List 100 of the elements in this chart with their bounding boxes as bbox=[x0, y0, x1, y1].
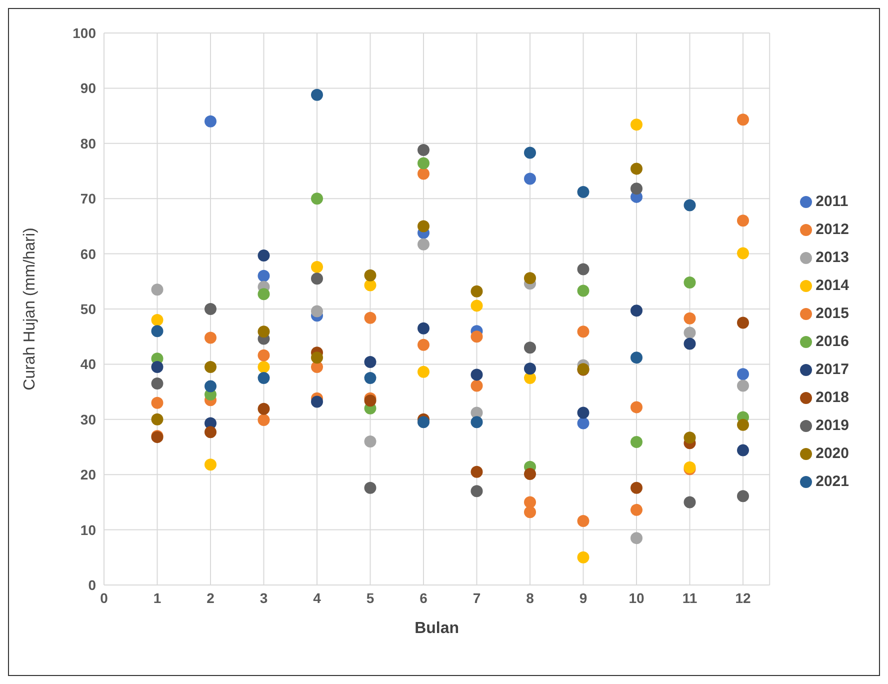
legend-label: 2017 bbox=[816, 361, 849, 378]
point bbox=[204, 360, 216, 373]
point bbox=[258, 288, 270, 300]
point bbox=[418, 338, 430, 351]
point bbox=[737, 316, 749, 329]
y-tick-label: 60 bbox=[80, 246, 96, 262]
point bbox=[311, 88, 323, 101]
x-tick-label: 4 bbox=[313, 590, 322, 606]
point bbox=[630, 118, 642, 131]
legend-label: 2011 bbox=[816, 193, 848, 210]
legend-label: 2020 bbox=[816, 445, 849, 462]
point bbox=[684, 312, 696, 324]
legend-label: 2018 bbox=[816, 389, 849, 406]
point bbox=[258, 249, 270, 262]
point bbox=[470, 300, 483, 312]
point bbox=[524, 342, 536, 354]
point bbox=[630, 504, 642, 516]
point bbox=[524, 362, 536, 375]
point bbox=[470, 416, 483, 428]
point bbox=[524, 506, 536, 518]
point bbox=[204, 458, 216, 471]
x-tick-label: 5 bbox=[366, 590, 374, 606]
point bbox=[737, 114, 749, 126]
point bbox=[577, 514, 590, 527]
point bbox=[364, 372, 376, 384]
point bbox=[204, 332, 216, 344]
y-tick-label: 100 bbox=[72, 24, 96, 41]
x-tick-label: 3 bbox=[260, 590, 268, 606]
point bbox=[524, 272, 536, 284]
point bbox=[684, 199, 696, 212]
legend-label: 2014 bbox=[816, 277, 849, 294]
point bbox=[577, 186, 590, 198]
x-tick-label: 6 bbox=[420, 590, 428, 606]
point bbox=[737, 418, 749, 431]
y-tick-label: 70 bbox=[80, 190, 96, 207]
x-tick-label: 1 bbox=[153, 590, 162, 606]
point bbox=[470, 330, 483, 343]
point bbox=[630, 352, 642, 364]
point bbox=[204, 380, 216, 392]
point bbox=[258, 270, 270, 282]
legend-label: 2012 bbox=[816, 221, 849, 238]
point bbox=[151, 396, 164, 409]
point bbox=[418, 157, 430, 170]
point bbox=[737, 444, 749, 456]
point bbox=[258, 414, 270, 426]
legend-label: 2016 bbox=[816, 333, 849, 350]
point bbox=[151, 360, 164, 373]
y-tick-label: 20 bbox=[80, 466, 96, 483]
point bbox=[577, 263, 590, 276]
point bbox=[577, 326, 590, 338]
point bbox=[470, 285, 483, 298]
y-tick-label: 90 bbox=[80, 80, 96, 96]
point bbox=[630, 482, 642, 494]
point bbox=[684, 338, 696, 350]
point bbox=[630, 436, 642, 448]
point bbox=[630, 182, 642, 195]
point bbox=[258, 372, 270, 384]
point bbox=[151, 325, 164, 338]
point bbox=[630, 162, 642, 175]
y-tick-label: 40 bbox=[80, 356, 96, 372]
point bbox=[418, 322, 430, 334]
point bbox=[524, 146, 536, 159]
point bbox=[737, 247, 749, 260]
point bbox=[204, 303, 216, 315]
point bbox=[737, 368, 749, 380]
y-tick-label: 50 bbox=[80, 300, 96, 317]
x-tick-label: 12 bbox=[735, 590, 751, 606]
point bbox=[204, 115, 216, 128]
y-tick-label: 10 bbox=[80, 522, 96, 538]
point bbox=[151, 413, 164, 426]
point bbox=[258, 360, 270, 373]
point bbox=[470, 380, 483, 392]
point bbox=[737, 214, 749, 227]
point bbox=[524, 496, 536, 508]
x-tick-label: 0 bbox=[100, 590, 108, 606]
point bbox=[418, 416, 430, 428]
point bbox=[470, 466, 483, 478]
point bbox=[258, 349, 270, 362]
point bbox=[418, 366, 430, 378]
y-tick-label: 30 bbox=[80, 411, 96, 428]
point bbox=[418, 238, 430, 250]
point bbox=[151, 378, 164, 390]
point bbox=[364, 269, 376, 282]
point bbox=[311, 305, 323, 318]
y-tick-label: 0 bbox=[88, 576, 96, 593]
x-tick-label: 7 bbox=[472, 590, 481, 606]
point bbox=[418, 144, 430, 156]
point bbox=[577, 551, 590, 564]
legend-label: 2019 bbox=[816, 417, 849, 434]
point bbox=[524, 172, 536, 185]
point bbox=[151, 284, 164, 296]
point bbox=[684, 326, 696, 339]
point bbox=[364, 482, 376, 494]
point bbox=[737, 490, 749, 502]
point bbox=[151, 314, 164, 326]
y-tick-label: 80 bbox=[80, 135, 96, 152]
x-tick-label: 9 bbox=[579, 590, 588, 606]
point bbox=[364, 394, 376, 407]
point bbox=[418, 220, 430, 232]
point bbox=[630, 532, 642, 544]
